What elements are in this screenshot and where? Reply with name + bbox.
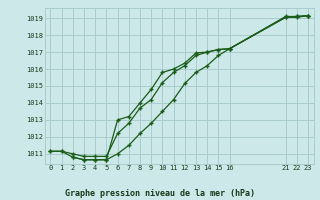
Text: Graphe pression niveau de la mer (hPa): Graphe pression niveau de la mer (hPa)	[65, 189, 255, 198]
